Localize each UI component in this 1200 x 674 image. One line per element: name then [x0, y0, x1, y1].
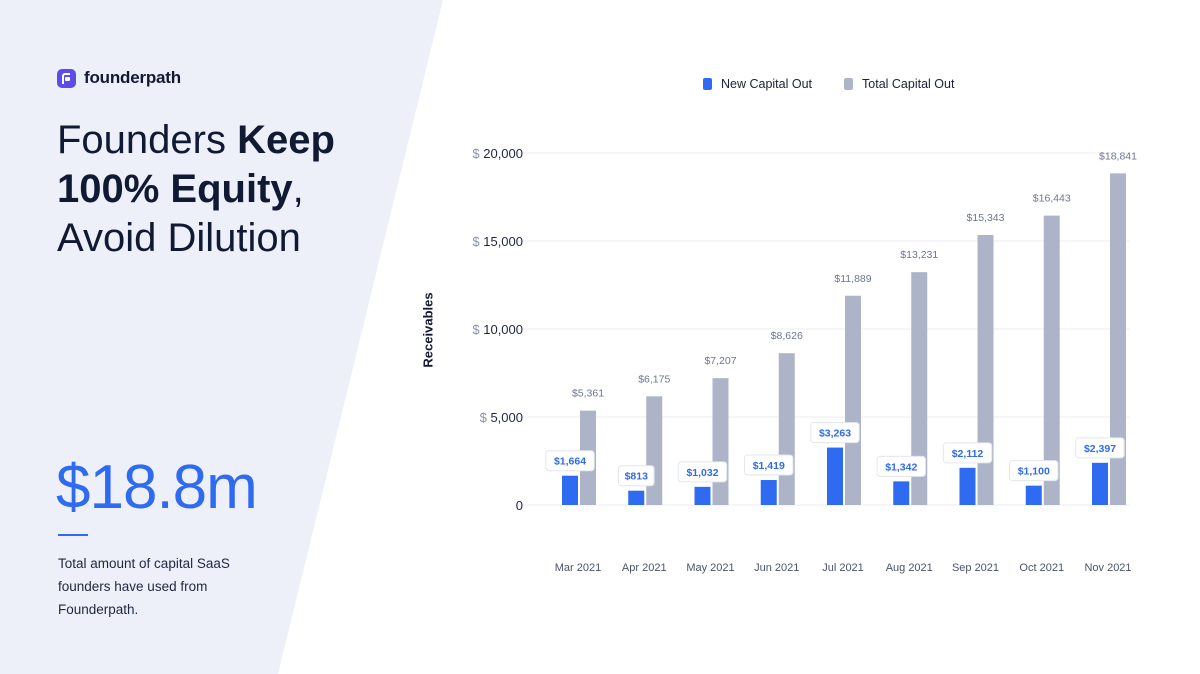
data-label-box-new-capital	[942, 442, 993, 464]
legend-swatch-new-capital	[703, 78, 712, 90]
brand-logo[interactable]: founderpath	[57, 68, 181, 88]
x-tick-label: Oct 2021	[1019, 562, 1064, 574]
data-label-box-new-capital	[677, 461, 728, 483]
founderpath-logo-icon	[57, 68, 76, 88]
headline-line-3: Avoid Dilution	[57, 216, 301, 260]
legend-item-total-capital: Total Capital Out	[844, 77, 954, 91]
x-tick-label: Sep 2021	[952, 562, 999, 574]
data-label-new-capital: $1,100	[1018, 466, 1050, 478]
x-tick-label: Jul 2021	[822, 562, 864, 574]
data-label-box-new-capital	[1009, 460, 1059, 482]
bar-new-capital	[562, 475, 578, 505]
data-label-total-capital: $8,626	[771, 330, 803, 342]
data-label-total-capital: $6,175	[638, 373, 670, 385]
bar-new-capital	[628, 490, 645, 505]
chart-legend: New Capital Out Total Capital Out	[703, 77, 954, 91]
data-label-total-capital: $5,361	[572, 388, 604, 400]
data-label-box-new-capital	[617, 465, 655, 487]
data-label-new-capital: $1,664	[554, 456, 586, 468]
data-label-box-new-capital	[876, 455, 926, 477]
bar-total-capital	[1043, 215, 1060, 505]
bar-total-capital	[911, 272, 928, 505]
x-tick-label: Apr 2021	[622, 562, 667, 574]
y-tick-label: 0	[516, 498, 523, 513]
y-tick-label: $ 10,000	[472, 322, 523, 337]
data-label-box-new-capital	[810, 422, 860, 444]
bar-total-capital	[712, 378, 729, 505]
bar-new-capital	[959, 467, 976, 505]
page-headline: Founders Keep 100% Equity, Avoid Dilutio…	[57, 116, 335, 263]
brand-name: founderpath	[84, 68, 181, 87]
legend-label-new-capital: New Capital Out	[721, 77, 813, 91]
bar-new-capital	[1025, 485, 1042, 505]
data-label-new-capital: $1,342	[885, 461, 917, 473]
headline-line-1: Founders Keep	[57, 118, 335, 162]
total-capital-stat: $18.8m	[56, 453, 258, 522]
y-tick-label: $ 20,000	[472, 146, 523, 161]
data-label-box-new-capital	[744, 454, 794, 476]
stat-divider	[58, 534, 88, 536]
bar-total-capital	[977, 234, 994, 505]
data-label-new-capital: $813	[625, 471, 649, 483]
bar-new-capital	[1092, 462, 1108, 505]
data-label-box-new-capital	[545, 450, 595, 472]
bar-new-capital	[694, 486, 711, 505]
bar-total-capital	[1110, 173, 1126, 505]
bar-new-capital	[760, 480, 777, 505]
bar-new-capital	[827, 447, 843, 505]
x-tick-label: May 2021	[686, 562, 734, 574]
bar-total-capital	[845, 295, 861, 505]
bar-total-capital	[646, 396, 663, 505]
data-label-total-capital: $7,207	[704, 355, 736, 367]
x-tick-label: Mar 2021	[555, 562, 601, 574]
y-tick-label: $ 5,000	[480, 410, 523, 425]
stat-description: Total amount of capital SaaS founders ha…	[58, 556, 230, 617]
data-label-total-capital: $13,231	[900, 249, 938, 261]
x-tick-label: Jun 2021	[754, 562, 799, 574]
legend-label-total-capital: Total Capital Out	[862, 77, 955, 91]
data-label-box-new-capital	[1075, 437, 1125, 459]
data-label-new-capital: $3,263	[819, 428, 851, 440]
data-label-total-capital: $16,443	[1033, 193, 1071, 205]
data-label-total-capital: $18,841	[1099, 150, 1137, 162]
bar-total-capital	[778, 353, 795, 505]
data-label-total-capital: $15,343	[967, 212, 1005, 224]
x-tick-label: Aug 2021	[886, 562, 933, 574]
y-tick-label: $ 15,000	[472, 234, 523, 249]
data-label-new-capital: $1,419	[753, 460, 785, 472]
legend-item-new-capital: New Capital Out	[703, 77, 812, 91]
data-label-new-capital: $1,032	[686, 467, 718, 479]
x-tick-label: Nov 2021	[1084, 562, 1131, 574]
legend-swatch-total-capital	[844, 78, 854, 90]
data-label-total-capital: $11,889	[834, 273, 871, 285]
data-label-new-capital: $2,112	[952, 448, 984, 460]
bar-new-capital	[893, 481, 910, 505]
data-label-new-capital: $2,397	[1084, 443, 1116, 455]
headline-line-2: 100% Equity,	[57, 167, 304, 211]
